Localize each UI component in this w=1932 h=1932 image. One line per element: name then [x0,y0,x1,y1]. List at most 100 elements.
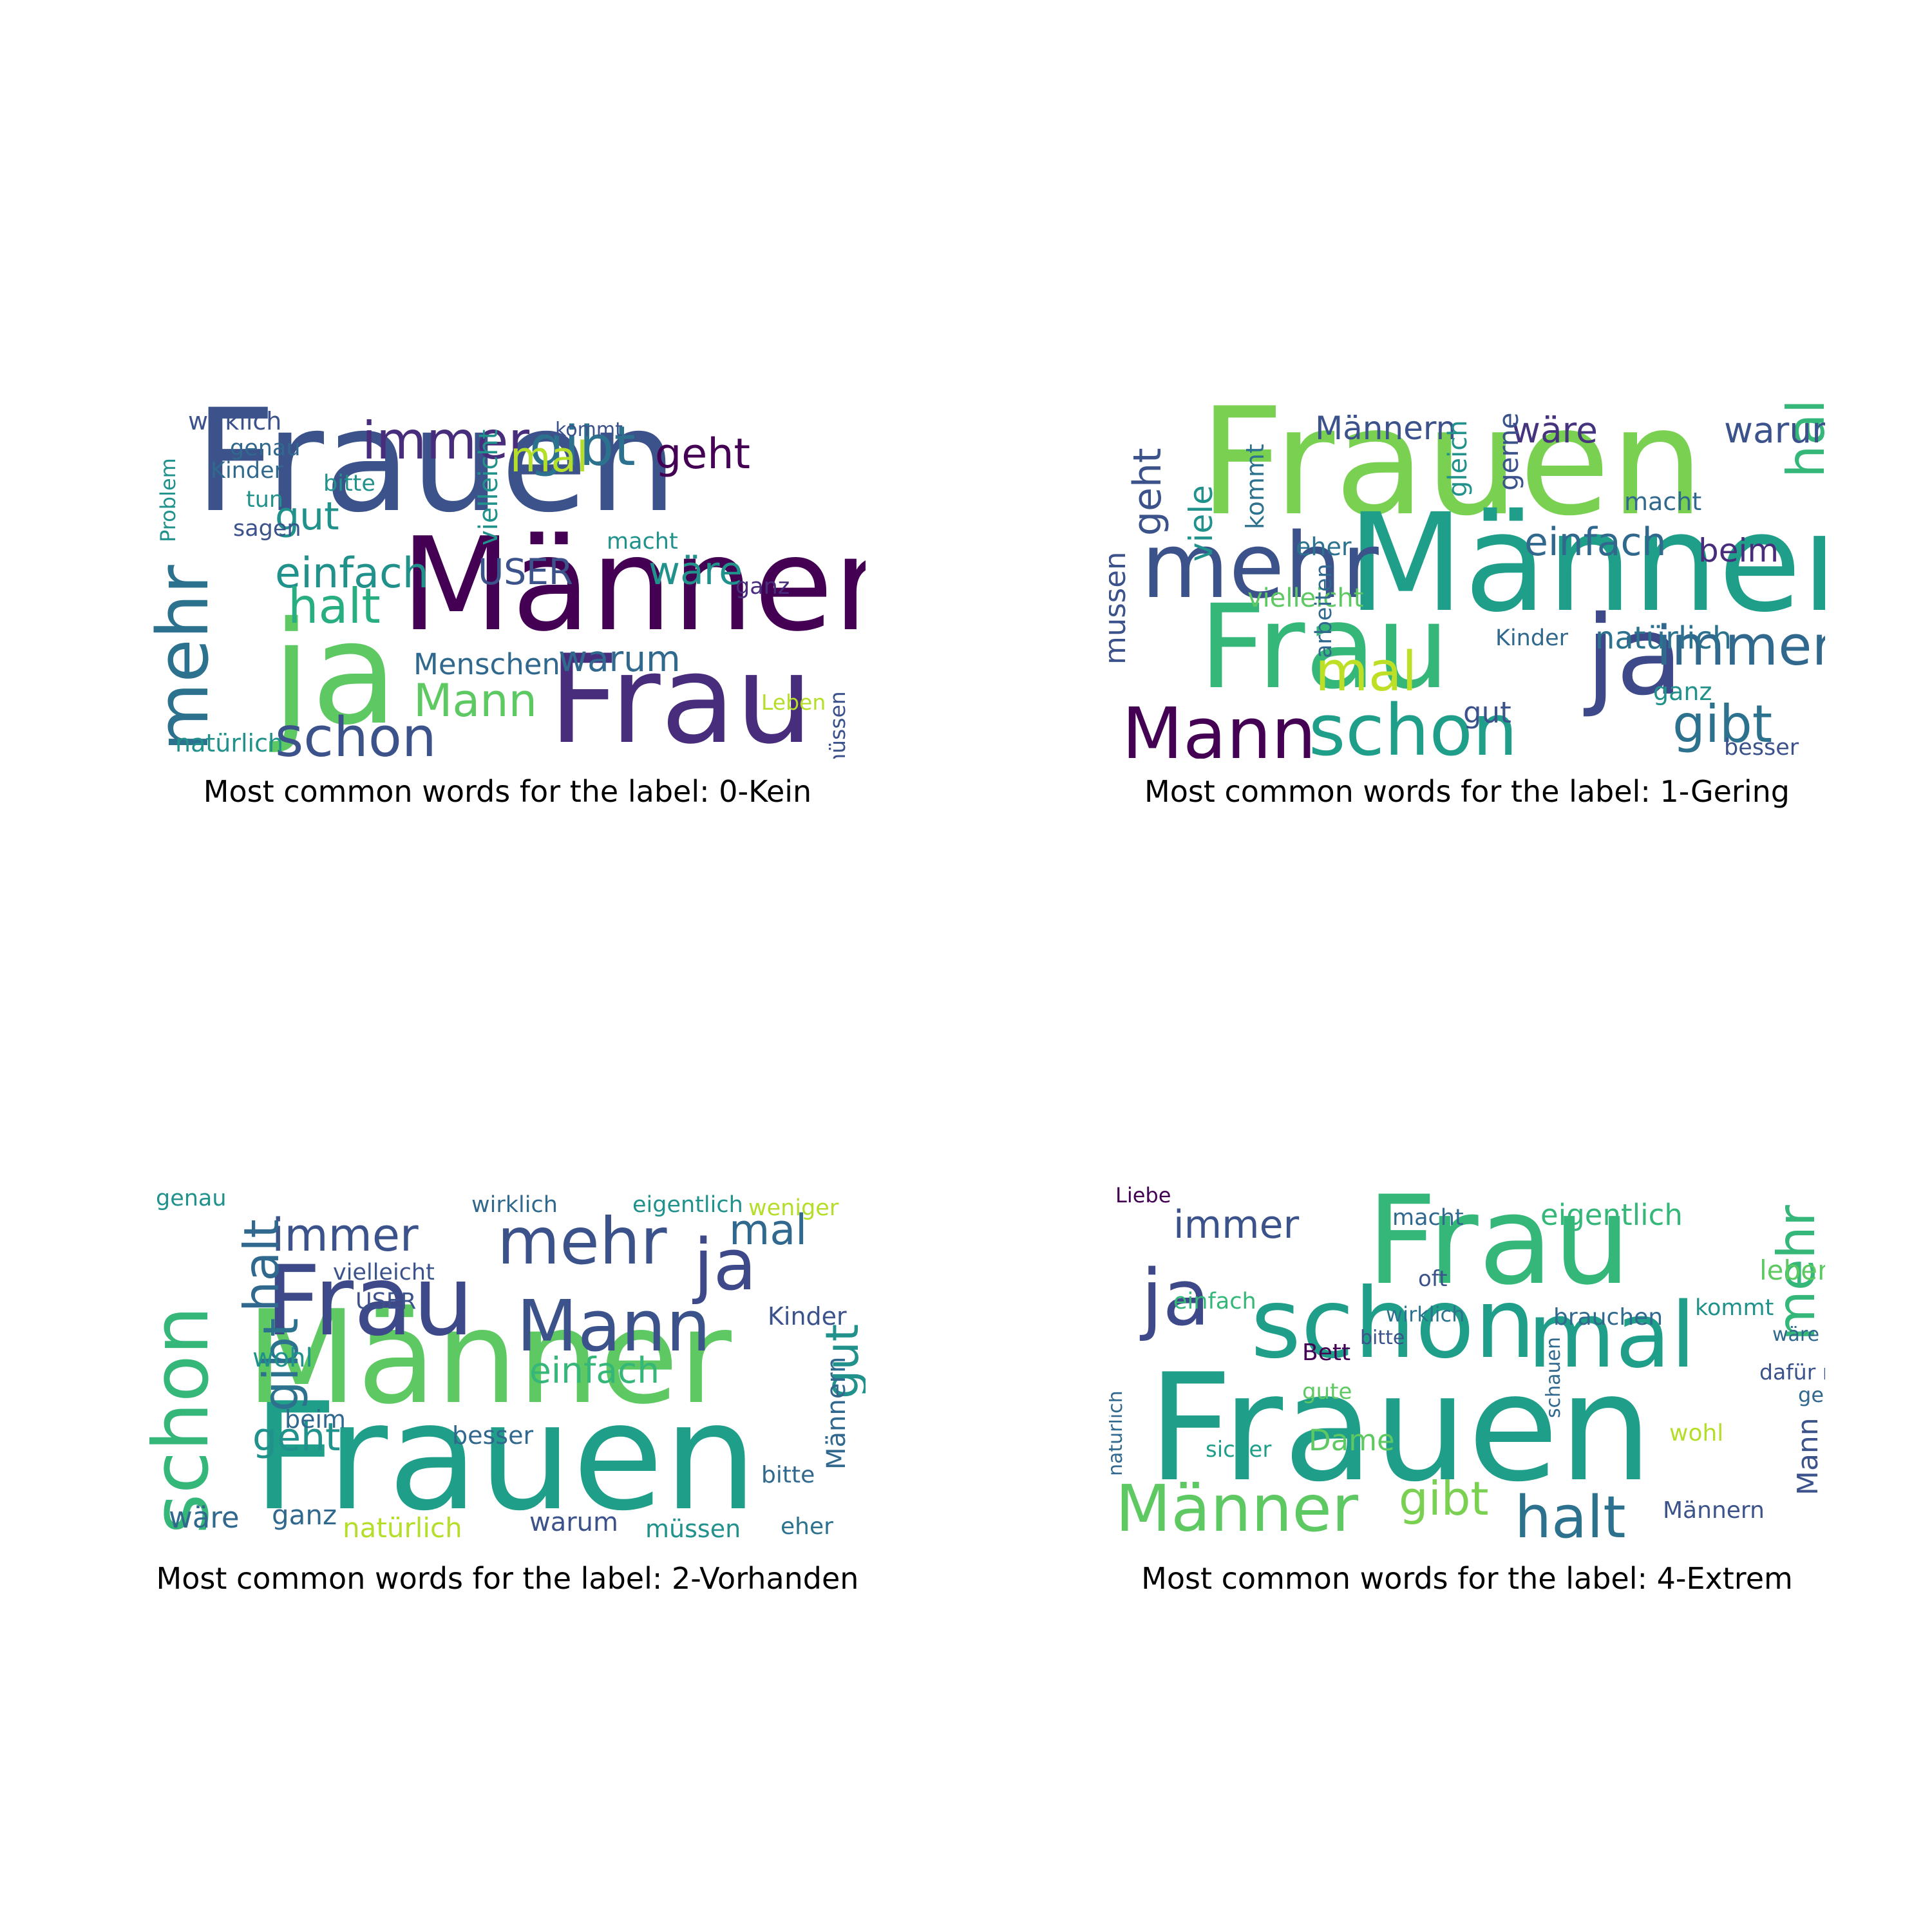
word-kinder: Kinder [768,1302,847,1331]
word-eher: eher [781,1513,833,1540]
wordcloud-extrem: Frauen Frau schon mal ja Männer halt mehr gibt im… [1109,1186,1825,1544]
word-natürlich: natürlich [175,729,283,757]
word-gibt: gibt [529,415,636,478]
word-wirklich: wirklich [188,407,281,435]
word-natürlich: natürlich [1595,620,1732,656]
word-mal: mal [510,433,588,482]
word-einfach: einfach [275,549,429,598]
word-eigentlich: eigentlich [632,1192,743,1218]
word-warum: warum [529,1508,618,1537]
word-ja: ja [692,1224,757,1306]
word-müssen: müssen [645,1515,741,1543]
word-leben: leben [1759,1255,1825,1286]
word-bitte: bitte [1360,1327,1405,1349]
word-besser: besser [452,1421,533,1450]
word-immer: immer [1173,1202,1299,1247]
word-frauen: Frauen [1148,1343,1653,1515]
word-gut: gut [275,494,339,539]
word-bitte: bitte [323,471,375,497]
word-menschen: Menschen [413,647,560,681]
word-wäre: wäre [1511,410,1598,451]
caption-kein: Most common words for the label: 0-Kein [203,774,812,809]
word-müssen: müssen [1109,552,1132,665]
word-halt: halt [233,1219,290,1312]
word-eigentlich: eigentlich [1540,1198,1683,1232]
word-frau: Frau [549,629,813,759]
word-gibt: gibt [252,1318,309,1412]
word-mal: mal [1528,1283,1696,1388]
word-beim: beim [1698,532,1779,569]
word-gibt: gibt [1672,694,1772,754]
word-gleich: gleich [1443,420,1473,497]
wordcloud-kein: Frauen Männer Frau ja schon mehr gibt immer geht… [149,401,866,759]
word-männern: Männern [1663,1497,1765,1524]
word-ganz: ganz [1653,677,1712,706]
wordcloud-gering: Frauen Männer Frau ja mehr Mann schon mal immer g… [1109,401,1825,759]
word-einfach: einfach [1524,520,1667,565]
word-wäre: wäre [169,1501,240,1535]
word-wohl: wohl [252,1343,313,1373]
word-geht: geht [252,1415,341,1460]
word-schon: schon [1251,1268,1536,1380]
word-mehr: mehr [497,1204,667,1279]
word-männer: Männer [1347,484,1825,642]
word-wirklich: wirklich [471,1192,558,1218]
word-halt: halt [288,578,381,634]
word-frauen: Frauen [194,401,677,544]
word-halt: halt [1776,401,1825,478]
word-weniger: weniger [748,1195,839,1221]
word-einfach: einfach [529,1350,659,1391]
word-ja: ja [1583,592,1683,720]
word-männern: Männern [822,1357,851,1470]
word-genau: genau [230,435,301,461]
word-macht: macht [1392,1205,1464,1231]
word-männer: Männer [401,510,866,660]
word-mal: mal [1315,640,1417,704]
word-user: USER [478,551,573,592]
word-geht: geht [1125,448,1170,536]
word-kinder: Kinder [211,458,284,484]
word-kommt: kommt [555,419,623,441]
word-geht: geht [655,430,750,478]
word-warum: warum [1724,410,1825,451]
word-gut: gut [816,1324,866,1399]
word-eher: eher [1296,533,1352,561]
word-schauen: schauen [1542,1337,1565,1418]
word-frau: Frau [265,1245,474,1358]
word-mann: Mann [1122,692,1316,759]
word-brauchen: brauchen [1553,1304,1663,1331]
word-schon: schon [275,706,437,759]
word-einfach: einfach [1173,1289,1256,1314]
word-wäre: wäre [1772,1323,1819,1346]
caption-extrem: Most common words for the label: 4-Extre… [1141,1561,1793,1596]
word-mehr: mehr [1141,514,1379,619]
word-frauen: Frauen [252,1372,757,1544]
word-arbeiten: arbeiten [1311,564,1337,658]
word-sagen: sagen [233,516,301,542]
word-mann: Mann [1792,1417,1824,1495]
word-genau: genau [156,1186,227,1211]
word-immer: immer [362,411,529,471]
word-user: USER [355,1289,416,1314]
word-immer: immer [1656,614,1825,678]
word-viele: viele [1182,485,1220,562]
word-ja: ja [269,591,398,756]
word-gute: gute [1302,1379,1352,1405]
word-gibt: gibt [1399,1472,1489,1526]
wordcloud-vorhanden: Frauen Männer Frau Mann ja mehr schon immer mal g… [149,1186,866,1544]
word-kommt: kommt [1241,444,1269,529]
word-mehr: mehr [149,564,224,752]
word-schon: schon [149,1306,226,1534]
word-warum: warum [558,638,681,679]
word-kinder: Kinder [1495,625,1569,651]
word-vielleicht: vielleicht [1247,583,1363,613]
word-frauen: Frauen [1199,401,1704,549]
word-frau: Frau [1367,1186,1631,1312]
word-beim: beim [285,1405,346,1434]
word-leben: Leben [761,690,826,715]
word-liebe: Liebe [1115,1186,1171,1208]
word-immer: immer [272,1209,419,1262]
word-problem: Problem [156,458,180,542]
word-besser: besser [1724,735,1799,759]
word-frau: Frau [1199,580,1450,715]
